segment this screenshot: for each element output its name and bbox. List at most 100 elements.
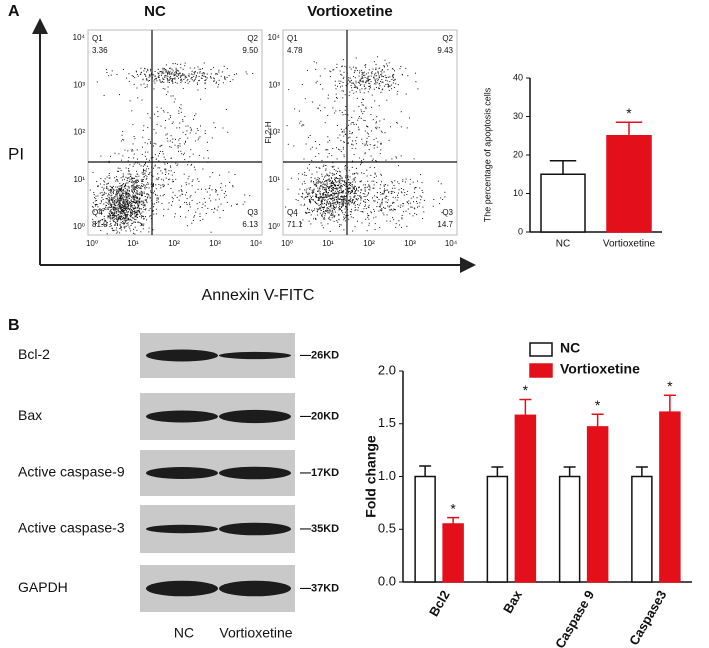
cell-dot [366,140,368,142]
cell-dot [172,191,174,193]
cell-dot [305,192,307,194]
cell-dot [194,140,196,142]
cell-dot [216,209,218,211]
cell-dot [309,201,310,203]
cell-dot [115,208,117,210]
cell-dot [337,185,339,186]
cell-dot [311,199,313,201]
cell-dot [367,144,369,146]
cell-dot [223,65,225,67]
cell-dot [347,188,349,190]
cell-dot [330,203,332,205]
cell-dot [321,201,323,203]
cell-dot [417,180,418,182]
cell-dot [212,172,214,174]
cell-dot [301,84,303,85]
cell-dot [207,157,209,159]
cell-dot [146,84,148,86]
cell-dot [217,206,219,208]
cell-dot [152,210,154,211]
cell-dot [165,171,167,173]
cell-dot [310,177,312,179]
flow-axis-label: FL2-H [264,121,273,143]
cell-dot [348,200,350,202]
cell-dot [197,89,199,91]
cell-dot [305,190,307,192]
cell-dot [331,178,333,180]
cell-dot [129,228,131,230]
error-bar [447,516,460,524]
cell-dot [388,192,390,194]
cell-dot [180,104,182,106]
cell-dot [115,207,117,209]
cell-dot [351,190,352,192]
cell-dot [352,173,354,175]
cell-dot [373,61,375,63]
cell-dot [390,191,392,192]
cell-dot [363,72,365,74]
cell-dot [118,208,120,210]
cell-dot [386,189,388,191]
cell-dot [331,166,333,167]
cell-dot [329,194,331,196]
cell-dot [367,81,369,83]
cell-dot [113,221,115,222]
cell-dot [120,227,121,229]
cell-dot [118,209,120,211]
cell-dot [108,200,110,202]
cell-dot [165,64,167,66]
cell-dot [116,176,117,178]
cell-dot [365,196,367,197]
cell-dot [107,207,109,209]
bar [414,475,436,583]
cell-dot [213,77,214,79]
cell-dot [371,73,373,75]
cell-dot [165,177,167,179]
cell-dot [325,210,327,211]
cell-dot [357,207,359,209]
cell-dot [399,68,401,70]
cell-dot [181,80,183,82]
bar [442,523,464,583]
cell-dot [135,71,137,73]
cell-dot [158,73,160,74]
cell-dot [160,81,162,83]
cell-dot [128,208,130,210]
cell-dot [153,213,155,215]
cell-dot [342,148,344,150]
cell-dot [123,68,124,70]
cell-dot [349,198,351,200]
cell-dot [132,222,134,224]
cell-dot [357,81,359,83]
cell-dot [323,194,325,196]
cell-dot [326,209,328,211]
cell-dot [348,187,350,189]
cell-dot [335,177,337,179]
cell-dot [191,77,193,79]
cell-dot [398,183,400,185]
cell-dot [385,84,387,85]
cell-dot [321,195,323,197]
cell-dot [154,76,156,77]
cell-dot [134,77,136,79]
cell-dot [335,180,336,182]
cell-dot [134,210,136,212]
quadrant-name: Q1 [92,34,103,43]
cell-dot [183,143,185,145]
cell-dot [313,184,315,186]
cell-dot [178,150,179,152]
cell-dot [323,192,324,194]
cell-dot [322,207,324,209]
cell-dot [380,81,381,82]
cell-dot [124,203,126,205]
cell-dot [134,226,136,228]
cell-dot [139,202,141,204]
cell-dot [125,167,127,169]
cell-dot [143,70,145,72]
cell-dot [392,202,394,204]
cell-dot [121,187,123,188]
cell-dot [366,79,368,81]
cell-dot [174,63,176,65]
cell-dot [96,200,98,201]
cell-dot [336,67,338,68]
